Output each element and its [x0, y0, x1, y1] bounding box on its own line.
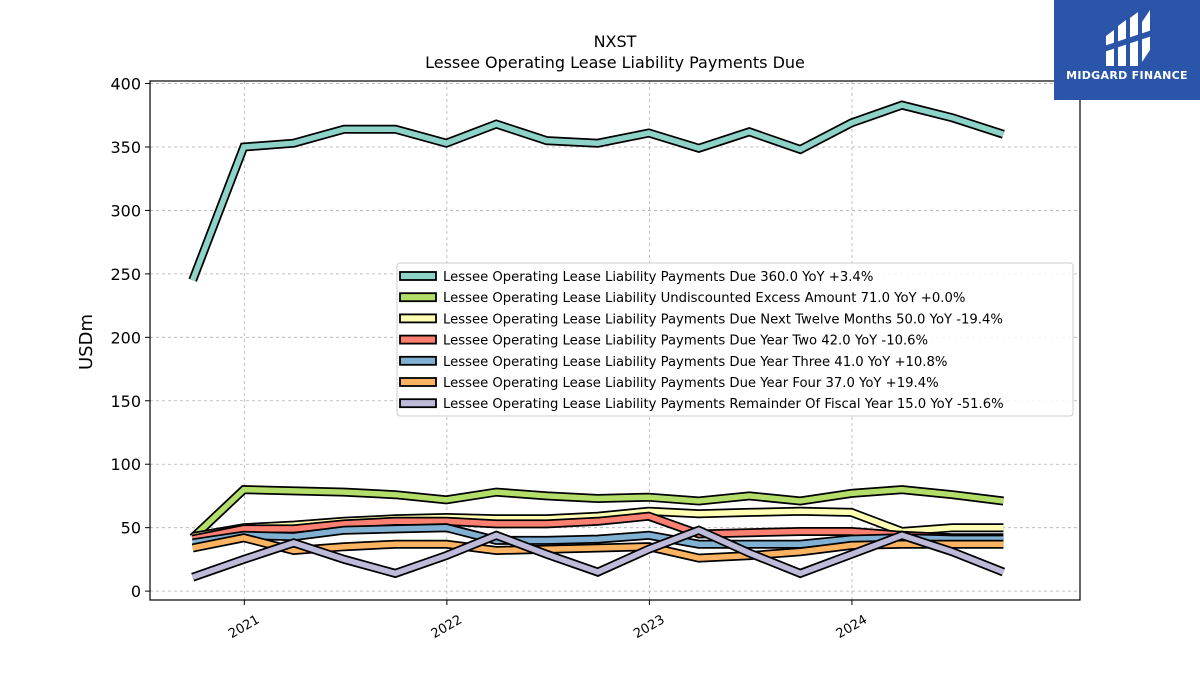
y-tick-label: 350: [110, 138, 141, 157]
series-line: [191, 527, 1005, 580]
plot-frame: [149, 80, 1081, 601]
brand-logo: MIDGARD FINANCE: [1054, 0, 1200, 100]
series-2: [189, 485, 1004, 542]
series-5: [192, 523, 1004, 549]
series-4: [191, 511, 1004, 544]
legend-label: Lessee Operating Lease Liability Payment…: [443, 397, 1004, 412]
series-line: [190, 486, 1004, 540]
series-line: [190, 102, 1005, 282]
y-tick-label: 300: [110, 201, 141, 220]
brand-name: MIDGARD FINANCE: [1066, 69, 1188, 82]
x-tick-label: 2022: [429, 612, 465, 642]
y-tick-label: 50: [121, 519, 141, 538]
chart-legend: Lessee Operating Lease Liability Payment…: [396, 262, 1074, 417]
series-1: [188, 100, 1005, 282]
chart-title: NXST: [594, 32, 637, 51]
legend-box: [396, 262, 1074, 417]
legend-swatch: [399, 377, 437, 387]
legend-label: Lessee Operating Lease Liability Payment…: [443, 376, 939, 391]
legend-swatch: [399, 271, 437, 281]
legend-swatch: [399, 334, 437, 345]
series-line: [192, 524, 1004, 547]
x-tick-label: 2024: [834, 612, 870, 642]
legend-item: Lessee Operating Lease Liability Undisco…: [399, 291, 965, 306]
legend-item: Lessee Operating Lease Liability Payment…: [399, 376, 939, 391]
y-axis: 0 50 100 150 200 250 300 350 400: [110, 75, 150, 601]
legend-swatch: [399, 398, 437, 409]
y-tick-label: 400: [110, 75, 141, 94]
series-line: [192, 513, 1004, 542]
legend-item: Lessee Operating Lease Liability Payment…: [399, 355, 947, 370]
series-line-outline: [188, 100, 1005, 282]
y-tick-label: 200: [110, 328, 141, 347]
y-axis-label: USDm: [76, 314, 97, 370]
x-tick-label: 2021: [226, 612, 262, 642]
series-7: [191, 525, 1006, 582]
legend-swatch: [399, 313, 437, 324]
legend-swatch: [399, 355, 437, 366]
y-tick-label: 250: [110, 265, 141, 284]
legend-item: Lessee Operating Lease Liability Payment…: [399, 270, 873, 285]
legend-item: Lessee Operating Lease Liability Payment…: [399, 312, 1003, 327]
chart-subtitle: Lessee Operating Lease Liability Payment…: [425, 53, 805, 72]
legend-label: Lessee Operating Lease Liability Undisco…: [443, 291, 965, 306]
legend-label: Lessee Operating Lease Liability Payment…: [443, 355, 947, 370]
legend-label: Lessee Operating Lease Liability Payment…: [443, 334, 928, 349]
x-tick-label: 2023: [631, 612, 667, 642]
y-tick-label: 0: [131, 582, 141, 601]
y-tick-label: 150: [110, 392, 141, 411]
series-layer: [188, 100, 1006, 582]
legend-item: Lessee Operating Lease Liability Payment…: [399, 334, 928, 349]
legend-label: Lessee Operating Lease Liability Payment…: [443, 270, 873, 285]
y-tick-label: 100: [110, 455, 141, 474]
legend-label: Lessee Operating Lease Liability Payment…: [443, 312, 1003, 327]
brand-logo-icon: [1104, 10, 1152, 66]
legend-item: Lessee Operating Lease Liability Payment…: [399, 397, 1004, 412]
x-axis: 2021 2022 2023 2024: [226, 600, 870, 642]
legend-swatch: [399, 292, 437, 303]
